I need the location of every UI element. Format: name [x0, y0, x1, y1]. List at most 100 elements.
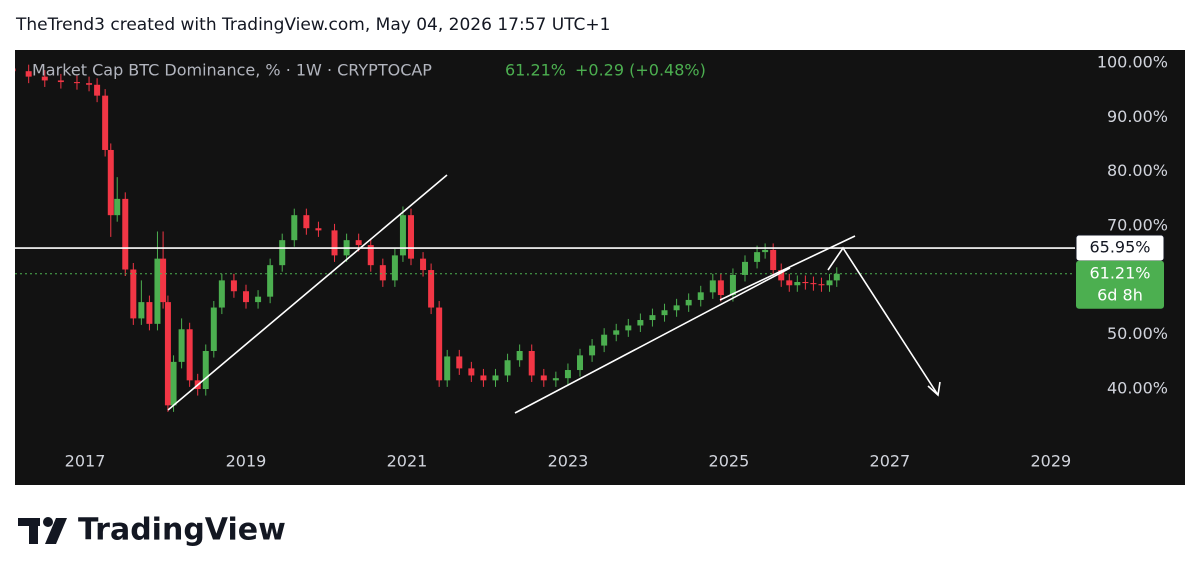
candle-body — [146, 302, 153, 324]
candle — [826, 273, 833, 292]
candle — [367, 238, 374, 272]
candle — [303, 208, 310, 235]
candle — [778, 263, 785, 287]
candle-body — [770, 249, 777, 271]
candle — [331, 223, 338, 262]
candle — [130, 262, 137, 325]
candle-body — [164, 302, 171, 406]
candle-body — [540, 375, 547, 381]
candle-body — [303, 215, 310, 229]
candle-body — [709, 280, 716, 293]
candle-body — [480, 375, 487, 381]
axis-labels: 100.00% 90.00% 80.00% 70.00% 50.00% 40.00% 201… — [65, 53, 1168, 471]
candle — [379, 258, 386, 287]
candle-body — [210, 307, 217, 352]
candle-body — [729, 274, 736, 296]
candle-body — [818, 284, 825, 286]
candle — [762, 243, 769, 259]
projection-arrow — [827, 246, 939, 396]
candle — [444, 349, 451, 387]
candle-body — [802, 282, 809, 284]
candle — [420, 252, 427, 277]
candle — [73, 75, 80, 90]
candle-body — [637, 320, 644, 326]
candle — [255, 290, 262, 309]
candle-body — [102, 95, 109, 150]
candle — [57, 73, 64, 89]
candle-body — [94, 84, 101, 96]
candle — [802, 275, 809, 290]
x-tick-label: 2025 — [709, 452, 750, 471]
candle-body — [130, 269, 137, 319]
candle — [786, 273, 793, 292]
candle — [637, 313, 644, 332]
candle — [613, 323, 620, 342]
candle-body — [279, 240, 286, 266]
y-tick-label: 50.00% — [1107, 324, 1168, 343]
candle — [456, 349, 463, 375]
candle-body — [577, 355, 584, 371]
candle-body — [57, 80, 64, 83]
candle — [86, 76, 93, 92]
candle — [540, 368, 547, 387]
candle — [186, 322, 193, 387]
candle-body — [810, 283, 817, 285]
candle-body — [138, 302, 145, 319]
candle-body — [436, 307, 443, 381]
candle — [833, 267, 840, 287]
candle — [661, 303, 668, 322]
candle — [794, 275, 801, 292]
y-tick-label: 80.00% — [1107, 161, 1168, 180]
candle — [138, 280, 145, 325]
candle-body — [170, 361, 177, 406]
candle-body — [202, 351, 209, 390]
candle — [107, 143, 114, 237]
x-tick-label: 2017 — [65, 452, 106, 471]
candle-body — [355, 240, 362, 246]
candle — [729, 268, 736, 302]
candle-body — [673, 305, 680, 311]
candle — [810, 276, 817, 291]
candle-body — [468, 368, 475, 376]
candle-body — [86, 83, 93, 85]
candle — [436, 301, 443, 387]
candle-body — [399, 215, 406, 256]
candle — [407, 208, 414, 266]
trend-line — [719, 235, 856, 301]
candle-body — [552, 378, 559, 381]
candle — [160, 231, 167, 309]
candle — [625, 318, 632, 337]
candle — [114, 177, 121, 222]
logo-shape — [43, 517, 53, 527]
candle — [492, 368, 499, 387]
candle-body — [492, 375, 499, 381]
candle-body — [833, 273, 840, 281]
candle-body — [186, 329, 193, 381]
legend-name: Market Cap BTC Dominance, % · 1W · CRYPT… — [32, 61, 432, 80]
price-label: 61.21% — [1089, 263, 1150, 282]
candle-body — [420, 258, 427, 271]
candle — [210, 301, 217, 358]
y-tick-label: 90.00% — [1107, 107, 1168, 126]
candle-body — [331, 230, 338, 256]
candle — [428, 263, 435, 315]
candle-body — [242, 291, 249, 303]
y-tick-label: 100.00% — [1097, 53, 1168, 72]
candle — [818, 277, 825, 292]
candle-body — [516, 351, 523, 361]
candle — [697, 285, 704, 307]
logo-text: TradingView — [78, 513, 286, 548]
x-tick-label: 2021 — [387, 452, 428, 471]
candle — [102, 89, 109, 157]
chart-panel — [15, 50, 1185, 485]
candle-body — [794, 282, 801, 286]
candle-body — [564, 370, 571, 379]
x-tick-label: 2029 — [1030, 452, 1071, 471]
trend-line — [167, 174, 448, 411]
logo-mark — [18, 517, 67, 544]
legend-last: 61.21% — [505, 61, 566, 80]
candle-body — [456, 356, 463, 369]
candle — [202, 344, 209, 396]
candle — [267, 258, 274, 304]
candle-body — [754, 252, 761, 262]
